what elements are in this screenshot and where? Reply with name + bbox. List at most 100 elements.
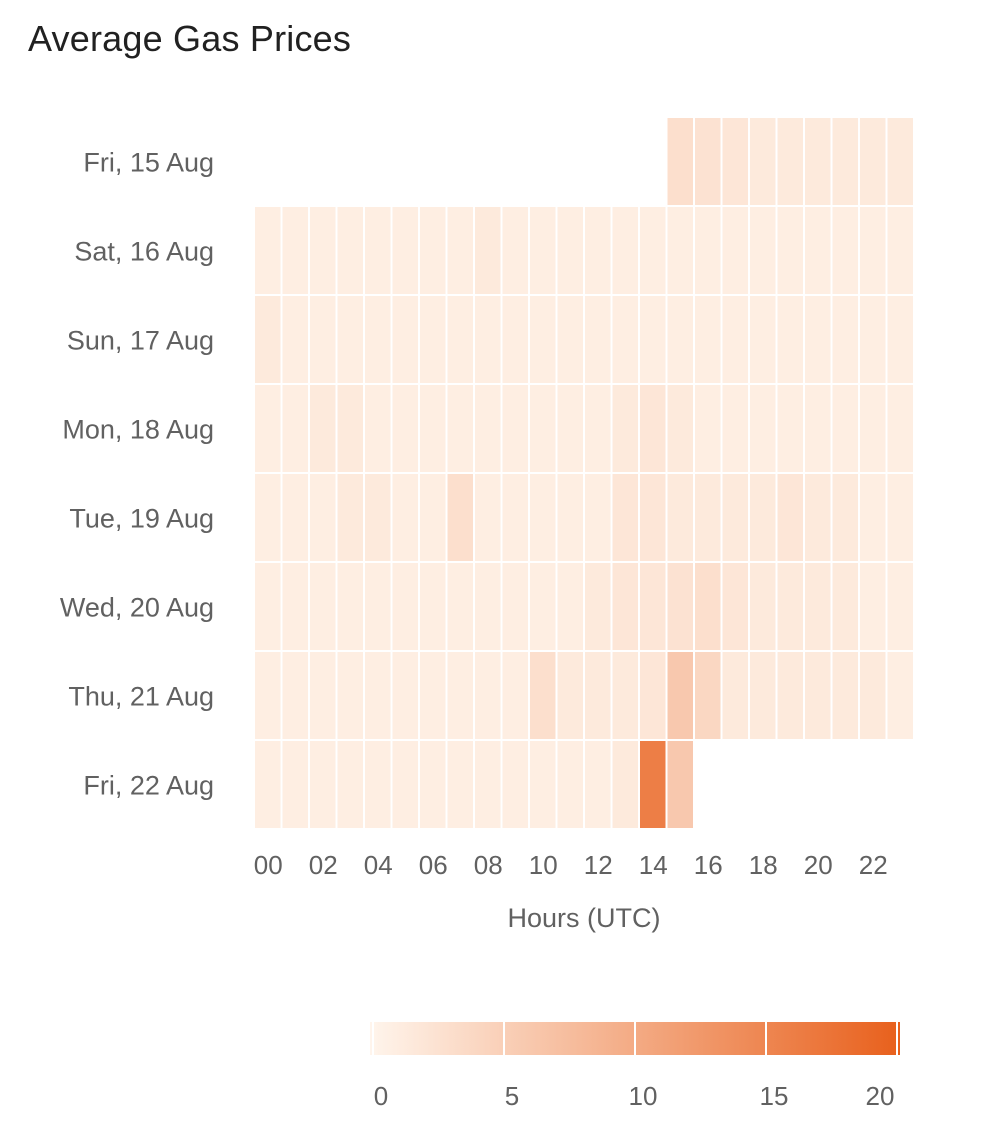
heatmap-cell: Fri, 15 Aug 22: 1.5 [860,118,886,205]
heatmap-cell: Sat, 16 Aug 23: 1 [887,207,913,294]
heatmap-cell: Mon, 18 Aug 08: 1 [475,385,501,472]
heatmap-cell: Thu, 21 Aug 19: 1.5 [777,652,803,739]
x-axis-tick-label: 18 [749,850,778,880]
heatmap-cell: Sat, 16 Aug 09: 1 [502,207,528,294]
y-axis-label: Mon, 18 Aug [62,415,214,445]
heatmap-cell: Tue, 19 Aug 09: 1 [502,474,528,561]
heatmap-cell: Mon, 18 Aug 19: 1 [777,385,803,472]
y-axis-label: Sun, 17 Aug [67,326,214,356]
heatmap-cell: Sun, 17 Aug 17: 1 [722,296,748,383]
heatmap-cell: Wed, 20 Aug 17: 2 [722,563,748,650]
heatmap-cell: Sun, 17 Aug 12: 1 [585,296,611,383]
heatmap-cell: Sat, 16 Aug 14: 1 [640,207,666,294]
y-axis-label: Sat, 16 Aug [74,237,214,267]
heatmap-cell: Tue, 19 Aug 07: 3 [447,474,473,561]
heatmap-cell: Sun, 17 Aug 00: 1.5 [255,296,281,383]
heatmap-cell: Tue, 19 Aug 21: 1.5 [832,474,858,561]
heatmap-cell: Mon, 18 Aug 00: 1 [255,385,281,472]
heatmap-cell: Sat, 16 Aug 16: 1 [695,207,721,294]
y-axis-label: Fri, 15 Aug [83,148,214,178]
heatmap-cell: Thu, 21 Aug 17: 1.5 [722,652,748,739]
heatmap-cell: Sun, 17 Aug 23: 1 [887,296,913,383]
heatmap-cell: Sun, 17 Aug 18: 1 [750,296,776,383]
x-axis-tick-label: 20 [804,850,833,880]
heatmap-cell: Sun, 17 Aug 21: 1 [832,296,858,383]
heatmap-cell: Sat, 16 Aug 00: 1 [255,207,281,294]
x-axis-tick-label: 00 [254,850,283,880]
heatmap-cell: Sun, 17 Aug 03: 1 [337,296,363,383]
heatmap-cell: Wed, 20 Aug 03: 1 [337,563,363,650]
color-scale-tick-label: 5 [505,1081,519,1111]
heatmap-cell: Mon, 18 Aug 21: 1 [832,385,858,472]
heatmap-cell: Fri, 22 Aug 07: 1 [447,741,473,828]
heatmap-cell: Thu, 21 Aug 12: 1.5 [585,652,611,739]
heatmap-cell: Thu, 21 Aug 07: 1 [447,652,473,739]
heatmap-cell: Mon, 18 Aug 09: 1 [502,385,528,472]
heatmap-cell: Tue, 19 Aug 00: 1 [255,474,281,561]
heatmap-cell: Fri, 22 Aug 12: 1 [585,741,611,828]
heatmap-cell: Tue, 19 Aug 11: 1 [557,474,583,561]
x-axis-tick-labels: 00 02 04 06 08 10 12 14 16 18 20 22 [254,850,888,880]
heatmap-cell: Sat, 16 Aug 13: 1 [612,207,638,294]
heatmap-cell: Wed, 20 Aug 22: 1 [860,563,886,650]
heatmap-cell: Fri, 22 Aug 01: 1 [282,741,308,828]
heatmap-cell: Thu, 21 Aug 05: 1 [392,652,418,739]
heatmap-cell: Fri, 15 Aug 15: 3 [667,118,693,205]
heatmap-cell: Sun, 17 Aug 06: 1 [420,296,446,383]
heatmap-cell: Sun, 17 Aug 13: 1 [612,296,638,383]
heatmap-cell: Fri, 22 Aug 02: 1 [310,741,336,828]
heatmap-cell: Sun, 17 Aug 04: 1 [365,296,391,383]
heatmap-cell: Wed, 20 Aug 14: 2 [640,563,666,650]
heatmap-cell: Sun, 17 Aug 20: 1 [805,296,831,383]
heatmap-cell: Sun, 17 Aug 10: 1 [530,296,556,383]
heatmap-cell: Mon, 18 Aug 03: 1.5 [337,385,363,472]
heatmap-cell: Tue, 19 Aug 01: 1 [282,474,308,561]
heatmap-cell: Sat, 16 Aug 02: 1 [310,207,336,294]
heatmap-cell: Sat, 16 Aug 11: 1 [557,207,583,294]
heatmap-cell: Fri, 15 Aug 17: 2 [722,118,748,205]
heatmap-cell: Sat, 16 Aug 03: 1 [337,207,363,294]
heatmap-cell: Sun, 17 Aug 14: 1 [640,296,666,383]
heatmap-cell: Wed, 20 Aug 06: 1 [420,563,446,650]
heatmap-cell: Sat, 16 Aug 18: 1 [750,207,776,294]
heatmap-cell: Mon, 18 Aug 05: 1 [392,385,418,472]
heatmap-cell: Mon, 18 Aug 10: 1 [530,385,556,472]
heatmap-cell: Sat, 16 Aug 22: 1 [860,207,886,294]
heatmap-cell: Thu, 21 Aug 02: 1 [310,652,336,739]
heatmap-cell: Sat, 16 Aug 19: 1 [777,207,803,294]
heatmap-cell: Mon, 18 Aug 14: 2 [640,385,666,472]
heatmap-cell: Wed, 20 Aug 09: 1 [502,563,528,650]
heatmap-cell: Tue, 19 Aug 20: 1.5 [805,474,831,561]
heatmap-cell: Fri, 22 Aug 08: 1 [475,741,501,828]
heatmap-cell: Mon, 18 Aug 12: 1 [585,385,611,472]
x-axis-tick-label: 12 [584,850,613,880]
heatmap-cell: Sun, 17 Aug 16: 1 [695,296,721,383]
heatmap-cell: Mon, 18 Aug 01: 1 [282,385,308,472]
heatmap-cell: Sat, 16 Aug 04: 1 [365,207,391,294]
heatmap-cell: Wed, 20 Aug 12: 1.5 [585,563,611,650]
heatmap-cell: Tue, 19 Aug 18: 1.5 [750,474,776,561]
heatmap-cell: Fri, 22 Aug 09: 1 [502,741,528,828]
heatmap-cell: Sun, 17 Aug 01: 1 [282,296,308,383]
heatmap-cell: Sun, 17 Aug 02: 1 [310,296,336,383]
heatmap-cell: Fri, 22 Aug 05: 1 [392,741,418,828]
x-axis-tick-label: 14 [639,850,668,880]
heatmap-cell: Thu, 21 Aug 11: 1.5 [557,652,583,739]
heatmap-cell: Sat, 16 Aug 21: 1 [832,207,858,294]
heatmap-cell: Wed, 20 Aug 19: 1.5 [777,563,803,650]
heatmap-cell: Tue, 19 Aug 12: 1 [585,474,611,561]
heatmap-cell: Fri, 15 Aug 21: 1.5 [832,118,858,205]
heatmap-cell: Tue, 19 Aug 14: 2 [640,474,666,561]
y-axis-labels: Fri, 15 Aug Sat, 16 Aug Sun, 17 Aug Mon, 18… [60,148,214,801]
heatmap-cell: Thu, 21 Aug 01: 1 [282,652,308,739]
heatmap-cell: Tue, 19 Aug 05: 1 [392,474,418,561]
heatmap-cell: Tue, 19 Aug 03: 1.5 [337,474,363,561]
heatmap-cell: Sat, 16 Aug 05: 1 [392,207,418,294]
heatmap-cell: Mon, 18 Aug 07: 1 [447,385,473,472]
heatmap-cell: Sun, 17 Aug 15: 1 [667,296,693,383]
x-axis-tick-label: 08 [474,850,503,880]
heatmap-cell: Wed, 20 Aug 02: 1 [310,563,336,650]
heatmap-cell: Fri, 22 Aug 10: 1 [530,741,556,828]
heatmap-cell: Fri, 15 Aug 19: 1.5 [777,118,803,205]
heatmap-cell: Thu, 21 Aug 06: 1 [420,652,446,739]
